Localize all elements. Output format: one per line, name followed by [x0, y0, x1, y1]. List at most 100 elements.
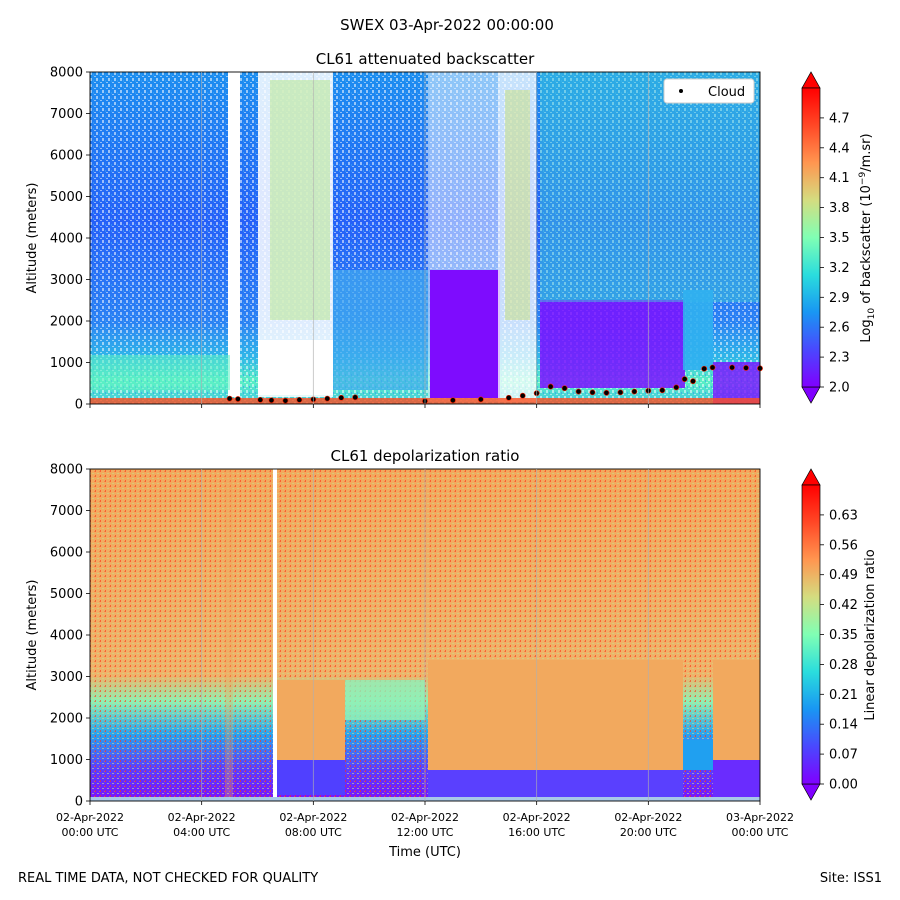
cloud-point [603, 389, 610, 396]
cloud-point [235, 396, 241, 402]
cloud-point [701, 365, 708, 372]
y-tick-label: 2000 [50, 712, 83, 727]
depolarization-colorbar-top-arrow [801, 468, 821, 486]
y-tick-label: 7000 [50, 107, 83, 122]
backscatter-title: CL61 attenuated backscatter [316, 50, 535, 68]
cloud-point [226, 395, 233, 402]
colorbar-tick-label: 0.28 [829, 658, 858, 673]
colorbar-tick-label: 0.07 [829, 748, 858, 763]
colorbar-tick-label: 3.8 [829, 201, 850, 216]
cloud-point [729, 364, 735, 371]
x-tick-label: 02-Apr-2022 20:00 UTC [614, 811, 682, 839]
x-tick-label: 02-Apr-2022 00:00 UTC [56, 811, 124, 839]
colorbar-tick-label: 0.35 [829, 628, 858, 643]
backscatter-colorbar-top-arrow [801, 71, 821, 89]
x-tick-time: 00:00 UTC [61, 826, 118, 839]
cloud-point [743, 364, 749, 371]
x-tick-label: 02-Apr-2022 08:00 UTC [279, 811, 347, 839]
y-tick-label: 3000 [50, 273, 83, 288]
colorbar-tick-label: 0.63 [829, 508, 858, 523]
x-tick-time: 08:00 UTC [285, 826, 342, 839]
cloud-point [681, 376, 688, 382]
cloud-legend-marker [679, 89, 683, 93]
backscatter-panel: CL61 attenuated backscatter 0 1000 2000 300… [25, 50, 877, 413]
depolarization-y-ticks: 0 1000 2000 3000 4000 5000 6000 7000 8000 [50, 463, 90, 810]
colorbar-tick-label: 4.7 [829, 111, 850, 126]
backscatter-colorbar-bar [801, 87, 821, 388]
y-tick-label: 0 [75, 795, 83, 810]
colorbar-tick-label: 0.56 [829, 538, 858, 553]
cloud-point [575, 388, 582, 395]
depolarization-title: CL61 depolarization ratio [331, 447, 520, 465]
x-tick-label: 02-Apr-2022 16:00 UTC [503, 811, 571, 839]
cloud-point [450, 397, 456, 404]
backscatter-y-label: Altitude (meters) [25, 183, 40, 294]
backscatter-colorbar-ticks: 2.0 2.3 2.6 2.9 3.2 3.5 3.8 4.1 4.4 4.7 [820, 111, 850, 396]
x-tick-label: 03-Apr-2022 00:00 UTC [726, 811, 794, 839]
cloud-point [296, 396, 303, 403]
y-tick-label: 1000 [50, 356, 83, 371]
colorbar-tick-label: 0.21 [829, 688, 858, 703]
cloud-point [709, 364, 716, 371]
colorbar-tick-label: 4.4 [829, 141, 850, 156]
figure-title: SWEX 03-Apr-2022 00:00:00 [340, 16, 554, 34]
depolarization-colorbar-label: Linear depolarization ratio [863, 549, 878, 720]
colorbar-tick-label: 3.5 [829, 231, 850, 246]
y-tick-label: 4000 [50, 629, 83, 644]
y-tick-label: 1000 [50, 753, 83, 768]
cloud-point [659, 387, 666, 394]
cloud-point [673, 384, 680, 391]
colorbar-tick-label: 0.14 [829, 718, 858, 733]
y-tick-label: 4000 [50, 232, 83, 247]
y-tick-label: 6000 [50, 546, 83, 561]
x-tick-time: 12:00 UTC [396, 826, 453, 839]
x-tick-label: 02-Apr-2022 04:00 UTC [168, 811, 236, 839]
backscatter-x-ticks [89, 72, 761, 408]
y-tick-label: 5000 [50, 587, 83, 602]
y-tick-label: 8000 [50, 463, 83, 478]
x-tick-date: 03-Apr-2022 [726, 811, 794, 824]
y-tick-label: 5000 [50, 190, 83, 205]
depolarization-colorbar-bottom-arrow [801, 783, 821, 801]
x-tick-date: 02-Apr-2022 [503, 811, 571, 824]
x-tick-time: 04:00 UTC [173, 826, 230, 839]
colorbar-tick-label: 2.3 [829, 351, 850, 366]
cloud-point [282, 397, 289, 404]
cloud-point [257, 396, 264, 403]
x-tick-date: 02-Apr-2022 [391, 811, 459, 824]
y-tick-label: 2000 [50, 315, 83, 330]
x-tick-date: 02-Apr-2022 [56, 811, 124, 824]
cloud-point [631, 388, 638, 395]
depolarization-panel: CL61 depolarization ratio 0 1000 2000 3000 4… [25, 447, 878, 860]
depolarization-x-ticks: 02-Apr-2022 00:00 UTC 02-Apr-2022 04:00 UTC… [56, 469, 794, 839]
x-tick-label: 02-Apr-2022 12:00 UTC [391, 811, 459, 839]
y-tick-label: 6000 [50, 149, 83, 164]
cloud-point [268, 397, 275, 404]
x-axis-label: Time (UTC) [388, 845, 461, 860]
cloud-point [690, 378, 696, 385]
backscatter-y-ticks: 0 1000 2000 3000 4000 5000 6000 7000 8000 [50, 66, 90, 413]
depolarization-y-label: Altitude (meters) [25, 580, 40, 691]
cloud-point [324, 395, 331, 402]
colorbar-tick-label: 2.0 [829, 381, 850, 396]
backscatter-colorbar: 2.0 2.3 2.6 2.9 3.2 3.5 3.8 4.1 4.4 4.7 Log10 of … [801, 71, 877, 404]
cloud-legend: Cloud [663, 78, 755, 104]
x-tick-time: 16:00 UTC [508, 826, 565, 839]
colorbar-tick-label: 0.00 [829, 778, 858, 793]
colorbar-tick-label: 3.2 [829, 261, 850, 276]
quality-disclaimer: REAL TIME DATA, NOT CHECKED FOR QUALITY [18, 871, 318, 886]
x-tick-date: 02-Apr-2022 [614, 811, 682, 824]
backscatter-colorbar-bottom-arrow [801, 386, 821, 404]
cloud-point [617, 389, 624, 396]
cloud-legend-label: Cloud [708, 85, 745, 100]
x-tick-time: 00:00 UTC [731, 826, 788, 839]
cloud-point [519, 392, 526, 399]
y-tick-label: 7000 [50, 504, 83, 519]
cloud-point [338, 394, 345, 401]
y-tick-label: 8000 [50, 66, 83, 81]
cloud-point [589, 389, 596, 396]
x-tick-date: 02-Apr-2022 [279, 811, 347, 824]
y-tick-label: 3000 [50, 670, 83, 685]
depolarization-colorbar-bar [801, 484, 821, 785]
